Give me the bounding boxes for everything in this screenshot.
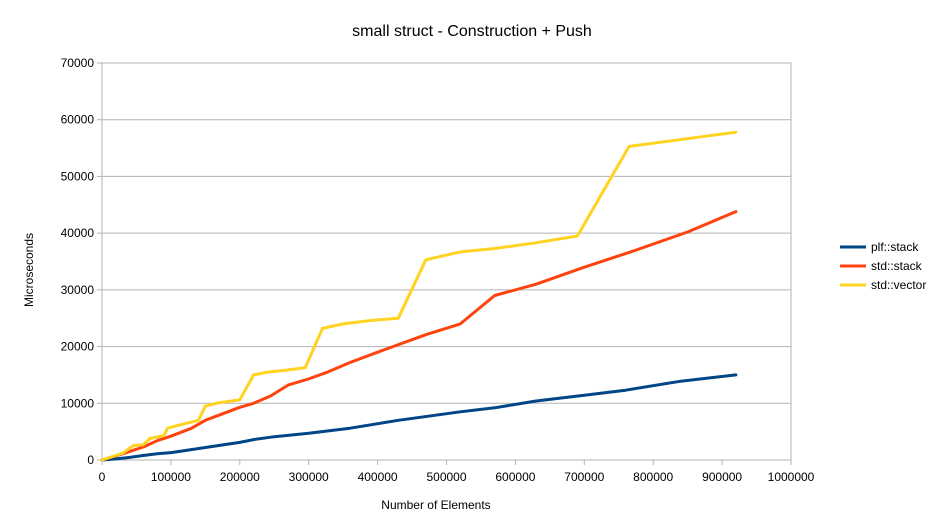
- y-tick-label: 60000: [61, 113, 95, 127]
- y-tick-label: 0: [87, 453, 94, 467]
- legend-label-std-stack: std::stack: [871, 259, 923, 273]
- x-tick-label: 400000: [358, 470, 398, 484]
- x-tick-label: 900000: [702, 470, 742, 484]
- y-tick-label: 20000: [61, 340, 95, 354]
- x-tick-label: 700000: [564, 470, 604, 484]
- x-tick-label: 200000: [220, 470, 260, 484]
- legend-label-std-vector: std::vector: [871, 278, 926, 292]
- y-axis-label: Microseconds: [22, 233, 36, 307]
- series-lines: [100, 130, 738, 462]
- chart-title: small struct - Construction + Push: [352, 23, 592, 40]
- y-tick-label: 70000: [61, 56, 95, 70]
- legend-label-plf-stack: plf::stack: [871, 240, 919, 254]
- x-tick-label: 1000000: [768, 470, 815, 484]
- x-tick-label: 500000: [426, 470, 466, 484]
- x-axis-label: Number of Elements: [381, 498, 490, 512]
- y-tick-label: 50000: [61, 169, 95, 183]
- x-tick-label: 800000: [633, 470, 673, 484]
- x-tick-label: 0: [99, 470, 106, 484]
- x-tick-label: 600000: [495, 470, 535, 484]
- x-tick-label: 100000: [151, 470, 191, 484]
- series-line-plf-stack: [100, 373, 738, 462]
- y-axis-ticks: 0 10000 20000 30000 40000 50000 60000 70000: [61, 56, 102, 467]
- x-axis-ticks: 0 100000 200000 300000 400000 500000 600000 700…: [99, 460, 815, 484]
- series-line-std-stack: [100, 210, 738, 462]
- y-tick-label: 30000: [61, 283, 95, 297]
- x-tick-label: 300000: [289, 470, 329, 484]
- series-line-std-vector: [100, 130, 738, 462]
- y-tick-label: 40000: [61, 226, 95, 240]
- y-tick-label: 10000: [61, 396, 95, 410]
